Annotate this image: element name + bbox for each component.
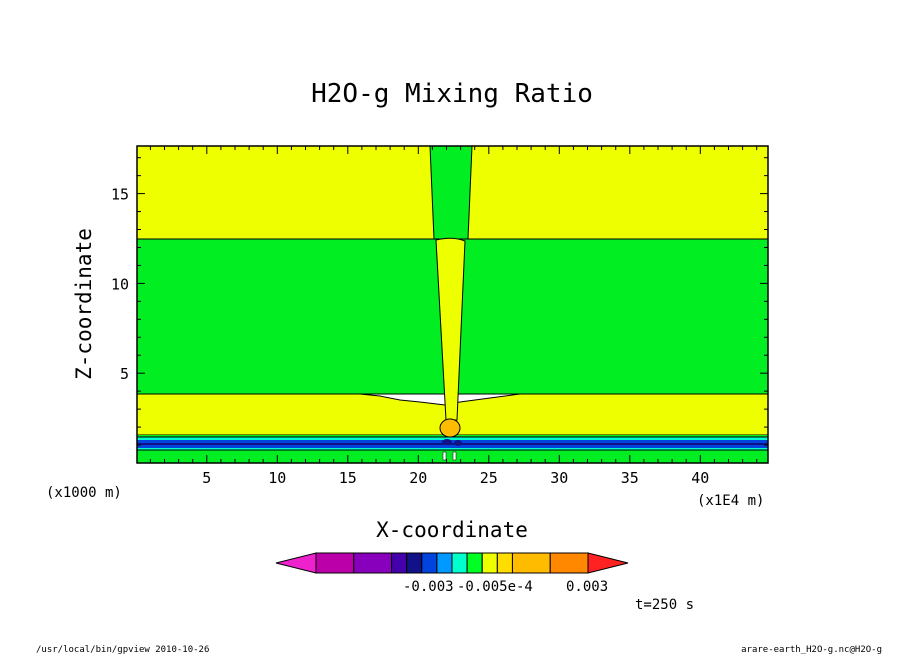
y-tick-label: 5 [120, 365, 129, 383]
y-unit-label: (x1000 m) [46, 485, 122, 501]
column-upper-green [429, 145, 473, 240]
colorbar-segment [315, 552, 355, 574]
x-unit-label: (x1E4 m) [697, 493, 764, 509]
stripe-cyan [137, 437, 768, 440]
colorbar-arrow-left [275, 552, 317, 574]
time-annotation: t=250 s [635, 597, 694, 613]
x-axis: 5 10 15 20 25 30 35 40 [149, 146, 758, 487]
y-tick-label: 15 [111, 186, 129, 204]
stripe-cyan-2 [137, 448, 768, 450]
x-axis-label: X-coordinate [376, 518, 528, 542]
colorbar-segment [466, 552, 483, 574]
stripe-blue-1 [137, 440, 768, 443]
colorbar-segment [436, 552, 453, 574]
x-tick-label: 20 [409, 469, 427, 487]
y-axis: 5 10 15 [111, 157, 768, 446]
colorbar-segment [511, 552, 551, 574]
colorbar-segment [406, 552, 423, 574]
updraft-core [439, 418, 461, 438]
plot-area [136, 145, 769, 464]
chart-title: H2O-g Mixing Ratio [311, 79, 593, 109]
footer-right: arare-earth_H2O-g.nc@H2O-g [741, 645, 882, 654]
column-yellow [435, 237, 466, 421]
y-axis-label: Z-coordinate [72, 228, 96, 380]
colorbar-segment [549, 552, 589, 574]
colorbar-segment [451, 552, 468, 574]
x-tick-label: 15 [339, 469, 357, 487]
plot-frame [136, 145, 769, 464]
colorbar-label-pos: 0.003 [566, 579, 608, 595]
colorbar-arrow-right [587, 552, 629, 574]
x-tick-label: 30 [550, 469, 568, 487]
colorbar-segment [391, 552, 408, 574]
x-tick-label: 35 [621, 469, 639, 487]
x-tick-label: 40 [691, 469, 709, 487]
colorbar-segment [353, 552, 393, 574]
colorbar [275, 552, 629, 574]
x-tick-label: 5 [202, 469, 211, 487]
stripe-blue-2 [137, 445, 768, 448]
colorbar-label-mid: -0.005e-4 [457, 579, 533, 595]
colorbar-segment [481, 552, 498, 574]
updraft-low [442, 439, 452, 445]
colorbar-label-neg: -0.003 [403, 579, 454, 595]
stripe-navy [137, 443, 768, 445]
x-tick-label: 10 [268, 469, 286, 487]
colorbar-segment [496, 552, 513, 574]
colorbar-segment [421, 552, 438, 574]
y-tick-label: 10 [111, 275, 129, 293]
x-tick-label: 25 [480, 469, 498, 487]
footer-left: /usr/local/bin/gpview 2010-10-26 [36, 645, 209, 654]
